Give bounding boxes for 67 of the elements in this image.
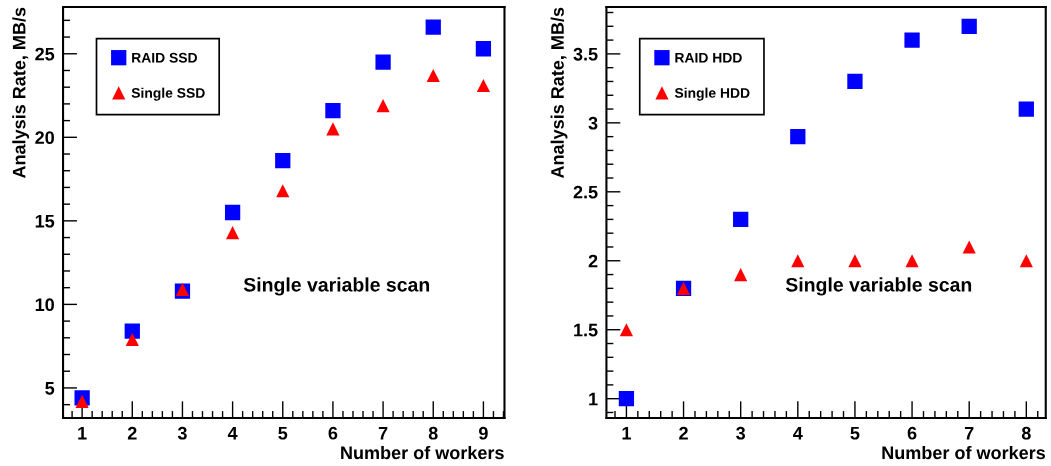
point xyxy=(326,122,340,136)
point xyxy=(847,73,863,90)
y-tick-label: 2.5 xyxy=(573,185,598,199)
point xyxy=(962,240,976,254)
y-tick-label: 1 xyxy=(589,392,598,406)
point xyxy=(619,323,634,337)
point xyxy=(275,153,291,169)
point xyxy=(224,204,241,221)
x-tick-label: 4 xyxy=(227,427,238,440)
point xyxy=(426,68,440,83)
x-tick-label: 6 xyxy=(907,426,917,440)
legend-label: Single HDD xyxy=(674,87,750,101)
point xyxy=(618,391,635,407)
point xyxy=(904,32,920,48)
y-tick-label: 3.5 xyxy=(573,47,598,61)
x-tick-label: 2 xyxy=(679,426,688,440)
x-tick-label: 8 xyxy=(1021,426,1031,440)
x-tick-label: 4 xyxy=(793,427,803,440)
y-tick-label: 5 xyxy=(45,382,55,395)
annotation: Single variable scan xyxy=(243,277,430,296)
point xyxy=(1018,101,1034,117)
point xyxy=(276,184,290,198)
y-tick-label: 15 xyxy=(35,214,55,228)
point xyxy=(124,323,140,339)
point xyxy=(476,78,491,93)
point xyxy=(425,19,441,35)
point xyxy=(1019,254,1033,268)
y-axis-title: Analysis Rate, MB/s xyxy=(12,7,30,179)
legend-label: RAID HDD xyxy=(675,52,742,63)
y-tick-label: 2 xyxy=(588,254,598,268)
annotation: Single variable scan xyxy=(785,277,972,296)
point xyxy=(325,102,341,119)
y-tick-label: 25 xyxy=(35,47,55,61)
x-tick-label: 1 xyxy=(78,427,87,440)
point xyxy=(75,394,89,408)
point xyxy=(848,254,862,268)
x-tick-label: 5 xyxy=(850,427,860,440)
y-tick-label: 10 xyxy=(35,298,54,312)
x-axis-title: Number of workers xyxy=(882,445,1046,460)
legend-label: Single SSD xyxy=(131,87,205,101)
y-tick-label: 20 xyxy=(35,131,54,145)
x-tick-label: 2 xyxy=(127,426,137,440)
legend-label: RAID SSD xyxy=(132,52,197,63)
x-tick-label: 9 xyxy=(479,426,488,440)
point xyxy=(226,225,240,240)
y-axis-title: Analysis Rate, MB/s xyxy=(550,7,568,179)
y-tick-label: 1.5 xyxy=(574,323,598,337)
x-tick-label: 3 xyxy=(177,426,187,440)
point xyxy=(734,267,748,282)
x-tick-label: 1 xyxy=(622,427,631,440)
point xyxy=(125,332,139,347)
point xyxy=(375,54,391,70)
x-tick-label: 5 xyxy=(278,427,288,440)
point xyxy=(905,254,919,268)
x-tick-label: 6 xyxy=(328,426,338,440)
x-axis-title: Number of workers xyxy=(341,445,504,460)
point xyxy=(733,211,749,228)
point xyxy=(790,129,806,145)
y-tick-label: 3 xyxy=(588,116,598,130)
point xyxy=(791,254,805,268)
x-tick-label: 7 xyxy=(378,427,388,440)
x-tick-label: 3 xyxy=(736,426,746,440)
point xyxy=(376,98,390,113)
point xyxy=(961,18,977,34)
point xyxy=(475,41,492,57)
x-tick-label: 8 xyxy=(428,426,438,440)
x-tick-label: 7 xyxy=(964,427,974,440)
